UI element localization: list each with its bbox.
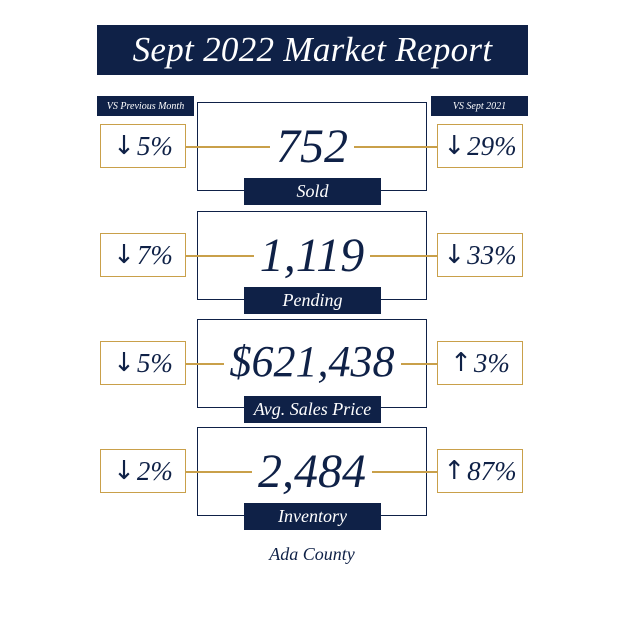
metric-value: 2,484	[197, 445, 427, 498]
prev-month-change: ↓ 2%	[100, 449, 186, 493]
connector-left	[186, 146, 276, 148]
prev-month-change: ↓ 7%	[100, 233, 186, 277]
connector-left	[186, 255, 276, 257]
arrow-icon: ↓	[443, 240, 466, 270]
prev-year-change: ↑ 87%	[437, 449, 523, 493]
prev-year-change: ↓ 29%	[437, 124, 523, 168]
change-percent: 29%	[467, 130, 517, 161]
prev-month-change: ↓ 5%	[100, 124, 186, 168]
arrow-icon: ↓	[113, 131, 135, 161]
report-title: Sept 2022 Market Report	[97, 25, 528, 75]
connector-right	[360, 471, 440, 473]
metric-value: 1,119	[197, 229, 427, 282]
header-vs-previous-month: VS Previous Month	[97, 96, 194, 116]
metric-label: Avg. Sales Price	[244, 396, 381, 423]
prev-year-change: ↓ 33%	[437, 233, 523, 277]
change-percent: 5%	[136, 130, 173, 161]
arrow-icon: ↓	[113, 348, 135, 378]
header-vs-prior-year: VS Sept 2021	[431, 96, 528, 116]
arrow-icon: ↓	[113, 456, 135, 486]
arrow-icon: ↓	[443, 131, 466, 161]
connector-left	[186, 363, 226, 365]
connector-right	[352, 146, 440, 148]
arrow-icon: ↓	[113, 240, 135, 270]
arrow-icon: ↑	[443, 456, 466, 486]
county-name: Ada County	[269, 544, 355, 564]
change-percent: 33%	[467, 239, 517, 270]
metric-label: Inventory	[244, 503, 381, 530]
arrow-icon: ↑	[450, 348, 472, 378]
metric-label: Sold	[244, 178, 381, 205]
change-percent: 2%	[136, 455, 173, 486]
change-percent: 87%	[467, 455, 517, 486]
metric-value: $621,438	[197, 337, 427, 386]
metric-value: 752	[197, 120, 427, 173]
change-percent: 5%	[136, 347, 173, 378]
change-percent: 7%	[136, 239, 173, 270]
change-percent: 3%	[473, 347, 510, 378]
connector-right	[400, 363, 440, 365]
prev-month-change: ↓ 5%	[100, 341, 186, 385]
connector-left	[186, 471, 266, 473]
metric-label: Pending	[244, 287, 381, 314]
prev-year-change: ↑ 3%	[437, 341, 523, 385]
connector-right	[352, 255, 440, 257]
